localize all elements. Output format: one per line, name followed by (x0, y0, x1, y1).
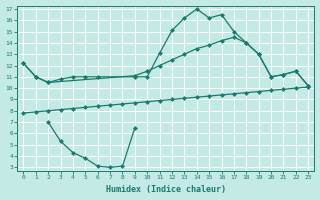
X-axis label: Humidex (Indice chaleur): Humidex (Indice chaleur) (106, 185, 226, 194)
